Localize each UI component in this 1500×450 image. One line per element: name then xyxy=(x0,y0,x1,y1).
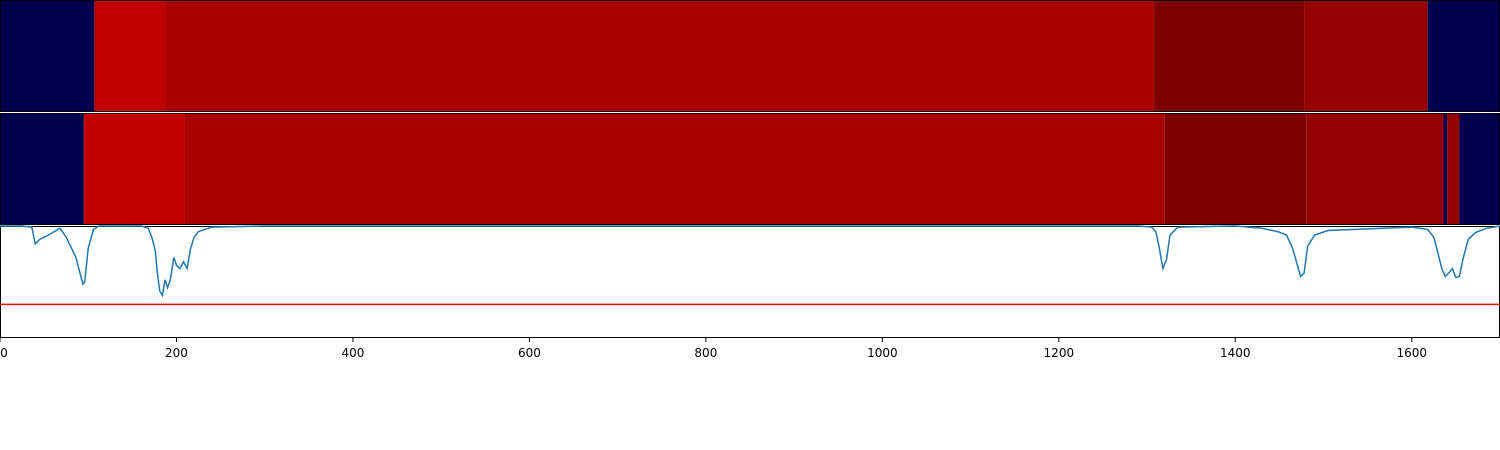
heatmap-segment-2-5 xyxy=(1307,113,1444,225)
heatmap-segment-1-2 xyxy=(94,0,165,112)
heatmap-segment-2-3 xyxy=(184,113,1164,225)
x-tick-label-600: 600 xyxy=(518,346,541,360)
heatmap-segment-2-4 xyxy=(1165,113,1307,225)
x-tick-label-1400: 1400 xyxy=(1220,346,1251,360)
x-tick-label-800: 800 xyxy=(694,346,717,360)
x-tick-label-400: 400 xyxy=(341,346,364,360)
heatmap-segment-1-1 xyxy=(0,0,94,112)
x-tick-label-1200: 1200 xyxy=(1044,346,1075,360)
heatmap-tracks xyxy=(0,0,1500,225)
x-tick-label-1600: 1600 xyxy=(1396,346,1427,360)
heatmap-segment-2-6 xyxy=(1444,113,1448,225)
x-tick-label-0: 0 xyxy=(0,346,8,360)
x-axis: 0 200 400 600 800 1000 1200 1400 1600 xyxy=(0,338,1427,360)
heatmap-segment-1-6 xyxy=(1428,0,1500,112)
heatmap-segment-2-2 xyxy=(84,113,185,225)
heatmap-segment-1-3 xyxy=(165,0,1154,112)
x-tick-label-1000: 1000 xyxy=(867,346,898,360)
heatmap-segment-2-7 xyxy=(1447,113,1459,225)
heatmap-segment-1-4 xyxy=(1154,0,1304,112)
line-panel-frame xyxy=(1,227,1500,338)
line-panel xyxy=(0,226,1500,338)
x-tick-label-200: 200 xyxy=(165,346,188,360)
heatmap-segment-2-1 xyxy=(0,113,84,225)
heatmap-segment-2-8 xyxy=(1459,113,1500,225)
heatmap-segment-1-5 xyxy=(1304,0,1428,112)
